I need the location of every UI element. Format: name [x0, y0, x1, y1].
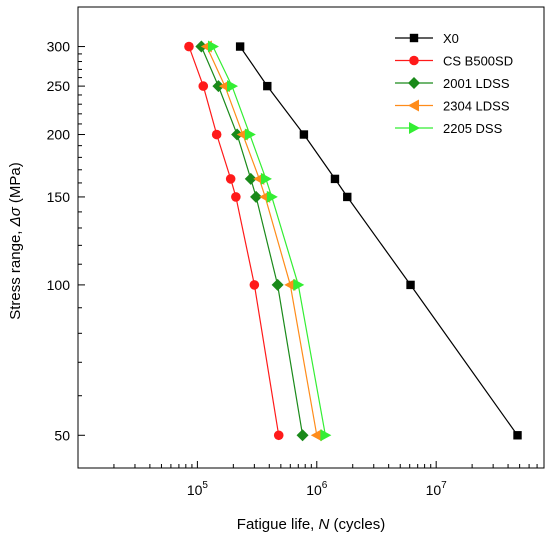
data-point-x0 [406, 280, 415, 290]
legend-item-x0: X0 [395, 31, 459, 46]
legend-marker [409, 55, 419, 66]
data-point-2001-ldss [271, 278, 284, 291]
series-cs-b500sd [184, 41, 284, 441]
data-point-x0 [330, 174, 340, 184]
series-x0 [235, 42, 522, 440]
data-point-cs-b500sd [198, 81, 209, 91]
x-tick-base: 10 [306, 482, 322, 498]
y-axis-title: Stress range, Δσ (MPa) [7, 162, 24, 320]
axis-title-part: (MPa) [7, 162, 24, 207]
data-point-cs-b500sd [273, 430, 284, 441]
axis-title-part: Δσ [7, 206, 24, 227]
axis-title-part: Fatigue life, [237, 516, 319, 533]
x-tick-label: 106 [306, 480, 328, 498]
data-point-cs-b500sd [184, 41, 194, 52]
series-2001-ldss [195, 40, 309, 442]
legend-item-2001-ldss: 2001 LDSS [395, 76, 510, 91]
legend-label: 2205 DSS [443, 121, 503, 136]
x-tick-exponent: 7 [441, 480, 447, 491]
legend-item-2205-dss: 2205 DSS [395, 121, 503, 136]
legend-label: CS B500SD [443, 54, 513, 69]
x-tick-label: 105 [187, 480, 209, 498]
data-point-cs-b500sd [231, 192, 241, 202]
axis-title-part: Stress range, [7, 226, 24, 319]
x-tick-label: 107 [426, 480, 448, 498]
series-layer [184, 40, 522, 442]
y-tick-label: 100 [47, 277, 71, 293]
legend-item-cs-b500sd: CS B500SD [395, 54, 513, 69]
data-point-2001-ldss [250, 190, 263, 203]
data-point-2205-dss [293, 278, 305, 291]
legend-marker [409, 122, 420, 134]
axis-title-part: (cycles) [329, 516, 385, 533]
x-tick-base: 10 [426, 482, 442, 498]
data-point-cs-b500sd [211, 129, 222, 140]
data-point-2304-ldss [310, 429, 322, 442]
axis-title-part: N [319, 516, 330, 533]
x-tick-exponent: 5 [202, 480, 208, 491]
legend-label: 2304 LDSS [443, 99, 510, 114]
data-point-x0 [299, 130, 309, 139]
legend-marker [408, 77, 420, 89]
data-point-x0 [235, 42, 245, 51]
data-point-2205-dss [260, 172, 272, 185]
data-point-2205-dss [207, 40, 219, 53]
legend-item-2304-ldss: 2304 LDSS [395, 99, 510, 114]
y-tick-label: 200 [47, 127, 71, 143]
series-2205-dss [207, 40, 332, 442]
data-point-x0 [513, 431, 522, 440]
data-point-x0 [263, 81, 272, 91]
data-point-2205-dss [266, 190, 278, 203]
legend-label: X0 [443, 31, 459, 46]
data-point-2304-ldss [284, 278, 296, 291]
legend: X0 CS B500SD 2001 LDSS 2304 LDSS 2205 DSS [395, 31, 513, 136]
x-tick-exponent: 6 [322, 480, 328, 491]
y-tick-label: 300 [47, 39, 71, 55]
data-point-2205-dss [320, 429, 332, 442]
x-tick-base: 10 [187, 482, 203, 498]
data-point-2205-dss [244, 128, 256, 141]
data-point-cs-b500sd [225, 174, 236, 184]
data-point-2205-dss [227, 80, 239, 93]
y-tick-label: 50 [54, 427, 70, 443]
data-point-2001-ldss [244, 172, 257, 185]
y-tick-label: 250 [47, 78, 71, 94]
legend-marker [409, 33, 419, 43]
x-axis-title: Fatigue life, N (cycles) [237, 516, 385, 533]
legend-marker [408, 99, 419, 112]
data-point-cs-b500sd [249, 280, 260, 290]
data-point-2001-ldss [212, 80, 225, 93]
y-tick-label: 150 [47, 189, 71, 205]
data-point-x0 [343, 192, 352, 202]
data-point-2001-ldss [296, 429, 309, 442]
legend-label: 2001 LDSS [443, 76, 510, 91]
